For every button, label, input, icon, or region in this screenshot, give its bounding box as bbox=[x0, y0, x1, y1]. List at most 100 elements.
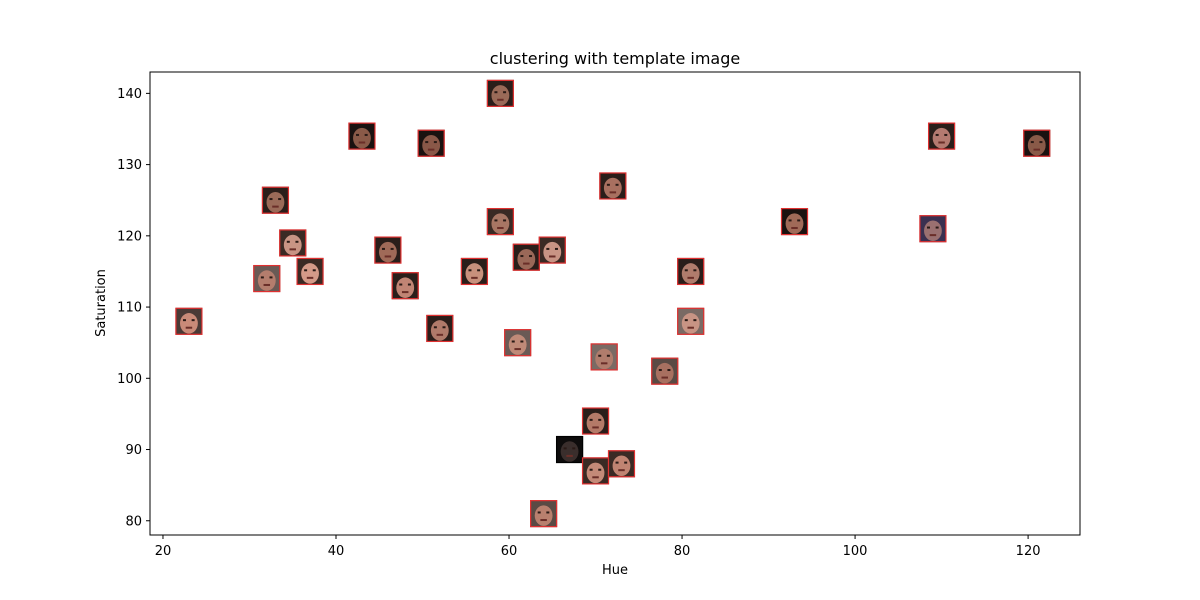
face-shape bbox=[257, 270, 276, 291]
face-shape bbox=[785, 213, 804, 234]
face-thumbnail-point bbox=[1023, 129, 1051, 157]
face-shape bbox=[612, 455, 631, 477]
face-thumbnail-point bbox=[780, 207, 809, 236]
x-tick-label: 60 bbox=[501, 544, 518, 559]
right-eye bbox=[554, 247, 558, 250]
face-thumbnail-point bbox=[927, 122, 956, 150]
right-eye bbox=[529, 255, 533, 258]
x-axis-label: Hue bbox=[602, 563, 628, 578]
thumbnail-border bbox=[538, 236, 566, 264]
left-eye bbox=[269, 198, 273, 201]
right-eye bbox=[442, 326, 446, 329]
mouth bbox=[1033, 148, 1040, 151]
mouth bbox=[549, 255, 556, 258]
face-thumbnail-point bbox=[374, 236, 402, 264]
face-thumbnail-point bbox=[677, 307, 705, 335]
face-thumbnail-point bbox=[391, 272, 419, 300]
right-eye bbox=[615, 183, 619, 186]
face-thumbnail-point bbox=[919, 215, 947, 243]
face-shape bbox=[595, 348, 614, 370]
mouth bbox=[609, 191, 617, 194]
thumbnail-border bbox=[279, 229, 307, 257]
mouth bbox=[540, 519, 547, 522]
left-eye bbox=[615, 461, 619, 464]
mouth bbox=[185, 326, 193, 329]
right-eye bbox=[278, 198, 282, 201]
left-eye bbox=[399, 283, 403, 286]
right-eye bbox=[693, 319, 697, 322]
thumbnail-border bbox=[261, 186, 290, 214]
points-layer bbox=[175, 79, 1051, 528]
mouth bbox=[687, 276, 694, 279]
left-eye bbox=[425, 141, 429, 144]
x-tick-label: 40 bbox=[328, 544, 345, 559]
right-eye bbox=[797, 219, 801, 222]
thumbnail-border bbox=[780, 207, 809, 236]
mouth bbox=[471, 276, 478, 279]
left-eye bbox=[537, 511, 541, 514]
thumbnail-border bbox=[607, 450, 636, 478]
face-thumbnail-point bbox=[504, 329, 532, 357]
left-eye bbox=[684, 269, 688, 272]
plot-area-frame bbox=[149, 71, 1081, 536]
right-eye bbox=[598, 418, 602, 421]
face-thumbnail-point bbox=[426, 314, 454, 343]
face-thumbnail-point bbox=[460, 257, 489, 286]
face-thumbnail-point bbox=[175, 307, 203, 335]
face-thumbnail-point bbox=[296, 257, 324, 286]
thumbnail-border bbox=[677, 257, 705, 286]
left-eye bbox=[589, 418, 593, 421]
face-thumbnail-point bbox=[581, 457, 610, 485]
thumbnail-border bbox=[919, 215, 947, 243]
left-eye bbox=[563, 447, 567, 450]
face-shape bbox=[266, 191, 285, 213]
face-shape bbox=[681, 313, 700, 334]
left-eye bbox=[494, 219, 498, 222]
left-eye bbox=[598, 354, 602, 357]
mouth bbox=[289, 248, 296, 251]
thumbnail-border bbox=[486, 79, 514, 107]
right-eye bbox=[606, 354, 610, 357]
right-eye bbox=[624, 461, 628, 464]
thumbnail-border bbox=[486, 207, 514, 236]
face-thumbnail-point bbox=[486, 207, 514, 236]
mouth bbox=[436, 333, 444, 336]
mouth bbox=[358, 141, 366, 144]
thumbnail-border bbox=[590, 343, 618, 371]
face-shape bbox=[396, 277, 415, 298]
mouth bbox=[661, 376, 668, 379]
left-eye bbox=[546, 247, 550, 250]
x-tick-label: 120 bbox=[1016, 544, 1041, 559]
right-eye bbox=[503, 91, 507, 94]
thumbnail-border bbox=[460, 257, 489, 286]
mouth bbox=[592, 426, 599, 429]
thumbnail-border bbox=[677, 307, 705, 335]
face-shape bbox=[681, 263, 700, 284]
left-eye bbox=[926, 226, 930, 229]
left-eye bbox=[935, 133, 939, 136]
thumbnail-border bbox=[296, 257, 324, 286]
left-eye bbox=[304, 269, 308, 272]
right-eye bbox=[667, 369, 671, 372]
face-shape bbox=[465, 263, 484, 284]
left-eye bbox=[468, 269, 472, 272]
face-thumbnail-point bbox=[253, 264, 281, 293]
left-eye bbox=[433, 326, 437, 329]
y-tick-label: 90 bbox=[125, 443, 142, 458]
face-thumbnail-point bbox=[599, 172, 627, 200]
y-tick-label: 80 bbox=[125, 514, 142, 529]
face-thumbnail-point bbox=[530, 500, 558, 528]
left-eye bbox=[494, 91, 498, 94]
face-thumbnail-point bbox=[581, 407, 610, 435]
thumbnail-border bbox=[253, 264, 281, 293]
left-eye bbox=[286, 240, 290, 243]
face-thumbnail-point bbox=[590, 343, 618, 371]
face-shape bbox=[1027, 134, 1046, 156]
face-shape bbox=[586, 412, 605, 434]
x-tick-label: 80 bbox=[674, 544, 691, 559]
thumbnail-border bbox=[530, 500, 558, 528]
face-shape bbox=[560, 441, 579, 462]
right-eye bbox=[598, 468, 602, 471]
mouth bbox=[791, 226, 798, 229]
